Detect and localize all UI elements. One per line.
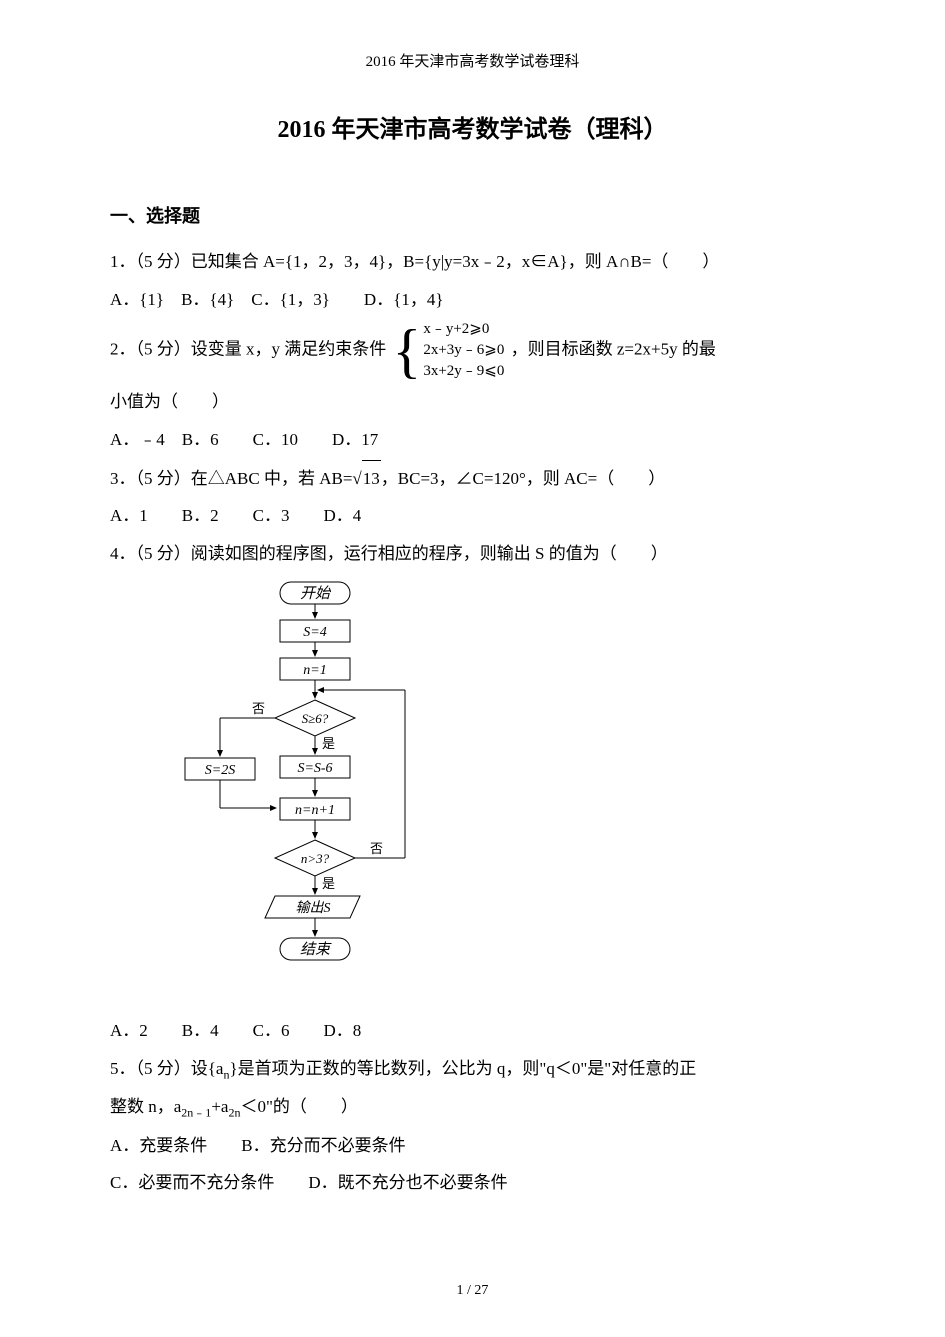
flowchart-svg: 开始 S=4 n=1 S≥6? 是 否 S=2S S=S-6 n=n+1 n>3… — [150, 580, 450, 1000]
page-header: 2016 年天津市高考数学试卷理科 — [110, 50, 835, 71]
q2-sys-line2: 2x+3y﹣6⩾0 — [423, 340, 504, 361]
q5-l2a: 整数 n，a — [110, 1097, 181, 1116]
q2-sys-line1: x﹣y+2⩾0 — [423, 319, 504, 340]
q2-system: { x﹣y+2⩾0 2x+3y﹣6⩾0 3x+2y﹣9⩽0 — [393, 319, 505, 382]
question-4: 4．（5 分）阅读如图的程序图，运行相应的程序，则输出 S 的值为（ ） — [110, 536, 835, 572]
q2-post1: ，则目标函数 z=2x+5y 的最 — [511, 340, 716, 359]
section-title-1: 一、选择题 — [110, 202, 835, 228]
svg-text:输出S: 输出S — [296, 900, 331, 916]
q2-sys-line3: 3x+2y﹣9⩽0 — [423, 361, 504, 382]
q5-l1b: }是首项为正数的等比数列，公比为 q，则"q＜0"是"对任意的正 — [229, 1059, 696, 1078]
q5-sub-2n: 2n — [228, 1105, 240, 1119]
q5-l2b: +a — [211, 1097, 228, 1116]
svg-text:结束: 结束 — [300, 941, 332, 958]
q2-pre: 2．（5 分）设变量 x，y 满足约束条件 — [110, 340, 386, 359]
main-title: 2016 年天津市高考数学试卷（理科） — [110, 109, 835, 144]
question-5-options-1: A．充要条件 B．充分而不必要条件 — [110, 1128, 835, 1164]
svg-text:是: 是 — [322, 876, 335, 891]
question-5-line2: 整数 n，a2n﹣1+a2n＜0"的（ ） — [110, 1089, 835, 1126]
svg-text:n=1: n=1 — [303, 663, 326, 678]
svg-text:S=4: S=4 — [303, 625, 326, 640]
svg-text:S=S-6: S=S-6 — [297, 761, 332, 776]
page-footer: 1 / 27 — [0, 1283, 945, 1299]
svg-text:否: 否 — [370, 841, 383, 856]
question-2-options: A．﹣4 B．6 C．10 D．17 — [110, 422, 835, 458]
question-1: 1．（5 分）已知集合 A={1，2，3，4}，B={y|y=3x﹣2，x∈A}… — [110, 244, 835, 280]
svg-text:是: 是 — [322, 736, 335, 751]
question-2: 2．（5 分）设变量 x，y 满足约束条件 { x﹣y+2⩾0 2x+3y﹣6⩾… — [110, 319, 835, 382]
q3-sqrt: 13 — [362, 460, 381, 497]
svg-text:S≥6?: S≥6? — [302, 711, 329, 726]
svg-text:n=n+1: n=n+1 — [295, 803, 335, 818]
svg-text:S=2S: S=2S — [205, 763, 235, 778]
flowchart: 开始 S=4 n=1 S≥6? 是 否 S=2S S=S-6 n=n+1 n>3… — [150, 580, 835, 1005]
question-5-options-2: C．必要而不充分条件 D．既不充分也不必要条件 — [110, 1165, 835, 1201]
svg-text:否: 否 — [252, 701, 265, 716]
question-3: 3．（5 分）在△ABC 中，若 AB=√13，BC=3，∠C=120°，则 A… — [110, 460, 835, 497]
sqrt-icon: √13 — [352, 460, 380, 497]
question-2-line2: 小值为（ ） — [110, 384, 835, 420]
q3-pre: 3．（5 分）在△ABC 中，若 AB= — [110, 469, 352, 488]
q5-l2c: ＜0"的（ ） — [240, 1097, 357, 1116]
question-5-line1: 5．（5 分）设{an}是首项为正数的等比数列，公比为 q，则"q＜0"是"对任… — [110, 1051, 835, 1088]
svg-text:n>3?: n>3? — [301, 851, 330, 866]
q3-post: ，BC=3，∠C=120°，则 AC=（ ） — [381, 469, 665, 488]
q5-sub-2n1: 2n﹣1 — [181, 1105, 211, 1119]
q5-l1a: 5．（5 分）设{a — [110, 1059, 223, 1078]
question-1-options: A．{1} B．{4} C．{1，3} D．{1，4} — [110, 282, 835, 318]
question-3-options: A．1 B．2 C．3 D．4 — [110, 498, 835, 534]
question-4-options: A．2 B．4 C．6 D．8 — [110, 1013, 835, 1049]
brace-icon: { — [393, 321, 422, 381]
svg-text:开始: 开始 — [300, 585, 332, 602]
